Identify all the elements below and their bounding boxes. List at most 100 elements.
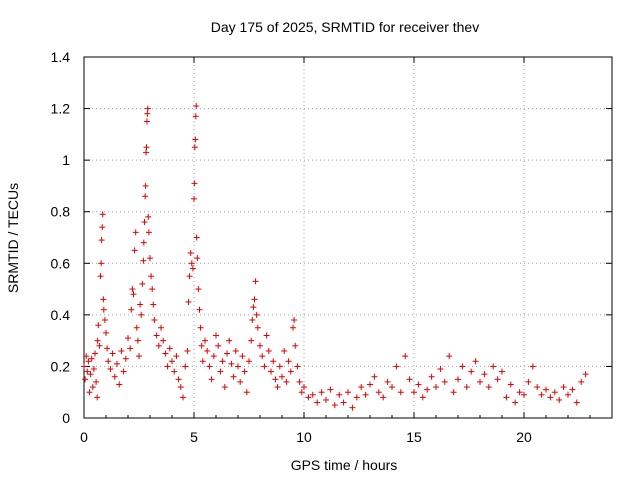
data-point	[349, 404, 356, 411]
data-point	[191, 195, 197, 202]
data-point	[149, 286, 156, 293]
data-point	[305, 394, 312, 401]
data-point	[263, 332, 270, 339]
data-point	[415, 381, 422, 388]
data-point	[232, 347, 239, 354]
data-point	[94, 394, 101, 401]
data-point	[130, 291, 137, 298]
data-point	[375, 389, 382, 396]
data-point	[463, 384, 470, 391]
data-point	[144, 110, 151, 117]
data-point	[254, 324, 261, 331]
data-point	[155, 342, 162, 349]
data-point	[98, 237, 105, 244]
data-point	[529, 363, 536, 370]
data-point	[450, 389, 457, 396]
data-point	[318, 389, 325, 396]
data-point	[411, 389, 417, 396]
data-point	[140, 239, 147, 246]
data-point	[221, 384, 228, 391]
data-point	[251, 296, 258, 303]
data-point	[521, 391, 527, 398]
data-point	[499, 368, 505, 375]
data-point	[294, 363, 301, 370]
data-point	[336, 391, 343, 398]
data-point	[184, 347, 191, 354]
data-point	[291, 317, 298, 324]
data-point	[477, 378, 483, 385]
data-point	[582, 371, 589, 378]
data-point	[237, 378, 244, 385]
data-point	[180, 394, 186, 401]
data-point	[503, 394, 510, 401]
data-point	[253, 311, 260, 318]
data-point	[199, 358, 206, 365]
data-point	[516, 389, 523, 396]
data-point	[127, 345, 134, 352]
data-point	[512, 399, 519, 406]
data-point	[397, 389, 404, 396]
data-point	[292, 342, 299, 349]
data-point	[131, 247, 138, 254]
data-point	[151, 317, 158, 324]
data-point	[148, 273, 155, 280]
data-point	[86, 389, 93, 396]
data-point	[100, 306, 107, 313]
data-point	[298, 389, 305, 396]
data-point	[133, 324, 140, 331]
data-point	[99, 211, 106, 218]
data-point	[144, 105, 151, 112]
data-point	[97, 273, 104, 280]
data-point	[142, 193, 149, 200]
data-point	[158, 324, 164, 331]
data-point	[459, 363, 466, 370]
data-point	[129, 286, 136, 293]
data-point	[208, 376, 215, 383]
data-point	[145, 213, 152, 220]
data-point	[143, 149, 150, 156]
data-point	[270, 358, 277, 365]
gridlines	[84, 57, 612, 418]
data-point	[93, 378, 100, 385]
data-point	[107, 366, 114, 373]
data-point	[198, 342, 205, 349]
data-point	[250, 304, 257, 311]
data-point	[248, 337, 255, 344]
data-point	[164, 363, 171, 370]
data-point	[192, 113, 199, 120]
data-point	[268, 368, 274, 375]
data-point	[206, 363, 213, 370]
data-point	[141, 219, 148, 226]
data-point	[285, 358, 292, 365]
data-point	[485, 384, 492, 391]
data-point	[111, 373, 118, 380]
data-point	[257, 342, 263, 349]
data-point	[136, 353, 142, 360]
data-point	[143, 144, 150, 151]
data-point	[139, 280, 146, 287]
data-point	[171, 368, 178, 375]
data-point	[406, 376, 413, 383]
data-point	[265, 347, 272, 354]
data-point	[323, 396, 329, 403]
data-point	[241, 368, 248, 375]
x-tick-labels: 0 5 10 15 20	[80, 429, 532, 445]
data-point	[327, 386, 334, 393]
data-point	[290, 324, 296, 331]
data-point	[261, 363, 268, 370]
data-point	[95, 322, 102, 329]
data-point	[246, 358, 252, 365]
data-point	[276, 363, 283, 370]
data-point	[189, 265, 196, 272]
data-point	[219, 358, 226, 365]
data-point	[210, 353, 217, 360]
data-point	[175, 376, 182, 383]
data-point	[301, 384, 307, 391]
data-point	[525, 378, 532, 385]
data-point	[160, 337, 167, 344]
data-point	[103, 329, 109, 336]
data-point	[468, 368, 475, 375]
data-point	[551, 389, 558, 396]
data-point	[193, 102, 200, 109]
